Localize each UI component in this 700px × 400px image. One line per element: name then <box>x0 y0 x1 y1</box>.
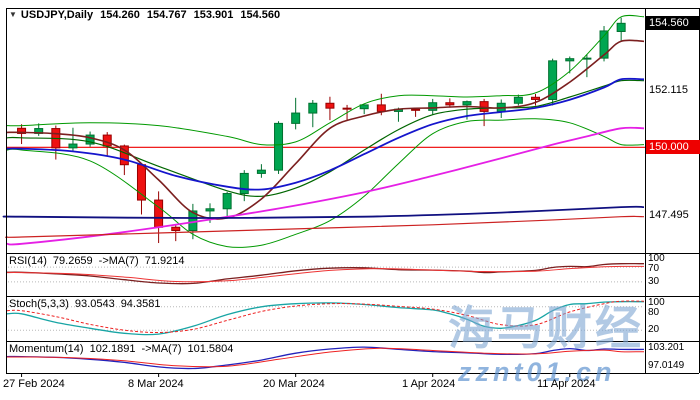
price-axis-label: 152.115 <box>649 84 688 96</box>
stoch-axis-label: 20 <box>648 324 660 335</box>
momentum-axis-label: 103.201 <box>648 342 685 353</box>
date-axis-label: 20 Mar 2024 <box>263 378 325 390</box>
stoch-value: 93.0543 <box>74 298 115 310</box>
series-ma-long-magenta <box>6 126 645 246</box>
ohlc-high: 154.767 <box>146 9 187 21</box>
rsi-name: RSI(14) <box>9 255 47 267</box>
series-bollinger-middle <box>6 79 645 197</box>
date-axis-label: 11 Apr 2024 <box>537 378 596 390</box>
stoch-signal-value: 94.3581 <box>120 298 161 310</box>
series-ma-fast-maroon <box>6 39 645 220</box>
ohlc-open: 154.260 <box>100 9 140 21</box>
symbol-dropdown-icon[interactable]: ▼ <box>9 10 17 19</box>
momentum-axis-label: 97.0149 <box>648 360 685 371</box>
stoch-axis-label: 80 <box>648 307 660 318</box>
series-ma-slow-red <box>5 215 645 238</box>
series-stoch-d <box>6 300 645 334</box>
stoch-name: Stoch(5,3,3) <box>9 298 69 310</box>
ohlc-close: 154.560 <box>240 9 281 21</box>
series-ma-medium-blue <box>6 77 645 191</box>
watermark-url-text: zznt01.cn <box>458 357 616 387</box>
rsi-axis-label: 70 <box>648 263 660 274</box>
series-bollinger-lower <box>6 118 645 248</box>
rsi-axis-label: 30 <box>648 276 660 287</box>
series-momentum-ma <box>6 347 645 368</box>
rsi-pane-label: RSI(14) 79.2659 ->MA(7) 71.9214 <box>9 255 190 267</box>
momentum-ma-value: 101.5804 <box>187 343 234 355</box>
stoch-pane-label: Stoch(5,3,3) 93.0543 94.3581 <box>9 298 166 310</box>
series-ma-200-navy <box>2 205 645 219</box>
series-stoch-k <box>6 301 645 336</box>
chart-title-bar: ▼ USDJPY,Daily 154.260 154.767 153.901 154.56… <box>9 9 280 21</box>
rsi-ma-name: ->MA(7) <box>98 255 139 267</box>
stoch-axis-label: 100 <box>648 297 665 308</box>
rsi-ma-value: 71.9214 <box>144 255 185 267</box>
series-rsi-ma <box>6 265 645 283</box>
watermark-brand-text: 海马财经 <box>448 302 644 354</box>
momentum-ma-name: ->MA(7) <box>141 343 182 355</box>
price-axis-hline-box: 150.000 <box>646 140 700 154</box>
momentum-pane-label: Momentum(14) 102.1891 ->MA(7) 101.5804 <box>9 343 239 355</box>
rsi-axis-label: 100 <box>648 253 665 264</box>
symbol-timeframe-label: USDJPY,Daily <box>20 9 94 21</box>
ohlc-low: 153.901 <box>193 9 234 21</box>
series-momentum <box>6 346 645 370</box>
date-axis-label: 27 Feb 2024 <box>3 378 65 390</box>
price-axis-label: 147.495 <box>649 209 689 221</box>
date-axis-label: 1 Apr 2024 <box>402 378 456 390</box>
rsi-value: 79.2659 <box>52 255 93 267</box>
date-axis-label: 8 Mar 2024 <box>128 378 184 390</box>
momentum-value: 102.1891 <box>89 343 136 355</box>
price-axis-current-box: 154.560 <box>646 16 700 30</box>
series-bollinger-upper <box>6 14 645 146</box>
momentum-name: Momentum(14) <box>9 343 84 355</box>
